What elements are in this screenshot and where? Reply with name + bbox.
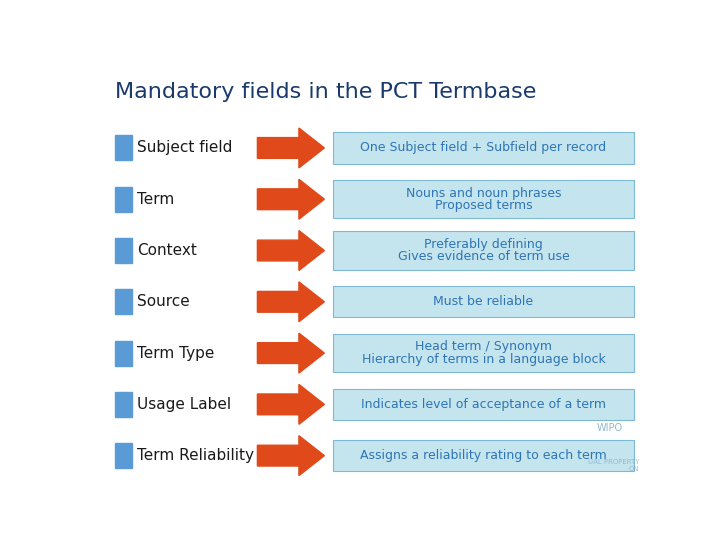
Polygon shape <box>258 384 324 424</box>
Text: Subject field: Subject field <box>138 140 233 156</box>
Polygon shape <box>258 333 324 373</box>
FancyBboxPatch shape <box>333 232 634 269</box>
Text: Nouns and noun phrases: Nouns and noun phrases <box>405 186 561 199</box>
Text: One Subject field + Subfield per record: One Subject field + Subfield per record <box>360 141 606 154</box>
FancyBboxPatch shape <box>115 187 132 212</box>
Text: Term Reliability: Term Reliability <box>138 448 254 463</box>
Text: Source: Source <box>138 294 190 309</box>
Text: UAL PROPERTY
ON: UAL PROPERTY ON <box>588 460 639 472</box>
FancyBboxPatch shape <box>115 341 132 366</box>
Polygon shape <box>258 231 324 271</box>
Text: Context: Context <box>138 243 197 258</box>
Text: Head term / Synonym: Head term / Synonym <box>415 340 552 353</box>
FancyBboxPatch shape <box>333 440 634 471</box>
Polygon shape <box>258 436 324 476</box>
FancyBboxPatch shape <box>333 334 634 372</box>
Text: Preferably defining: Preferably defining <box>424 238 543 251</box>
FancyBboxPatch shape <box>115 289 132 314</box>
FancyBboxPatch shape <box>333 180 634 218</box>
FancyBboxPatch shape <box>115 136 132 160</box>
FancyBboxPatch shape <box>115 443 132 468</box>
Text: Indicates level of acceptance of a term: Indicates level of acceptance of a term <box>361 398 606 411</box>
Text: Gives evidence of term use: Gives evidence of term use <box>397 250 570 264</box>
Text: Usage Label: Usage Label <box>138 397 232 412</box>
Text: Assigns a reliability rating to each term: Assigns a reliability rating to each ter… <box>360 449 607 462</box>
Polygon shape <box>258 128 324 168</box>
Polygon shape <box>258 179 324 219</box>
Text: Term: Term <box>138 192 175 207</box>
Text: WIPO: WIPO <box>597 423 623 433</box>
Polygon shape <box>258 282 324 322</box>
FancyBboxPatch shape <box>115 238 132 263</box>
FancyBboxPatch shape <box>333 132 634 164</box>
FancyBboxPatch shape <box>333 389 634 420</box>
Text: Mandatory fields in the PCT Termbase: Mandatory fields in the PCT Termbase <box>115 82 536 102</box>
Text: Must be reliable: Must be reliable <box>433 295 534 308</box>
FancyBboxPatch shape <box>333 286 634 318</box>
Text: Proposed terms: Proposed terms <box>435 199 532 212</box>
FancyBboxPatch shape <box>115 392 132 417</box>
Text: Hierarchy of terms in a language block: Hierarchy of terms in a language block <box>361 353 606 366</box>
Text: Term Type: Term Type <box>138 346 215 361</box>
